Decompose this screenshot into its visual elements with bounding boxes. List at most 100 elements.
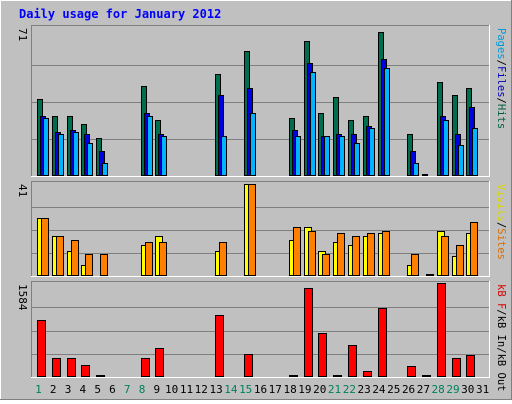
bar-requests-pages-day-9	[161, 136, 167, 176]
panel-visits-area	[31, 181, 490, 277]
panel-kbytes-series-label-part: /	[495, 309, 507, 315]
panel-requests-series-label: Pages/Files/Hits	[495, 28, 507, 129]
x-tick-label-day-2: 2	[50, 383, 57, 396]
bar-requests-pages-day-2	[58, 134, 64, 176]
x-tick-label-day-12: 12	[195, 383, 208, 396]
panel-requests-series-label-part: Files	[495, 66, 507, 98]
bar-requests-pages-day-21	[339, 136, 345, 176]
panel-visits-series-label-part: Visits	[495, 184, 507, 222]
bar-kbytes-kb-f-day-13	[215, 315, 224, 377]
x-axis-tick-labels: 1 2 3 4 5 6 7 8 9 10 11 12 13 14 15 16 17 18 19 20 21 22 23 24 2…	[35, 383, 489, 396]
x-tick-label-day-18: 18	[283, 383, 296, 396]
panel-kbytes-series-label-part: /	[495, 347, 507, 353]
x-tick-label-day-21: 21	[328, 383, 341, 396]
bar-kbytes-kb-f-day-24	[378, 308, 387, 377]
x-tick-label-day-7: 7	[124, 383, 131, 396]
panel-requests-max-label: 71	[16, 28, 29, 41]
bar-kbytes-kb-f-day-28	[437, 283, 446, 377]
x-tick-label-day-11: 11	[180, 383, 193, 396]
bar-requests-pages-day-19	[310, 72, 316, 176]
bar-kbytes-kb-f-day-21	[333, 375, 342, 377]
x-tick-label-day-24: 24	[372, 383, 386, 396]
bar-visits-sites-day-9	[159, 242, 167, 276]
bar-visits-sites-day-3	[71, 240, 79, 276]
x-tick-label-day-20: 20	[313, 383, 326, 396]
x-tick-label-day-6: 6	[109, 383, 116, 396]
bar-requests-pages-day-3	[73, 132, 79, 176]
panel-requests: 71 Pages/Files/Hits	[16, 25, 507, 177]
bar-visits-sites-day-30	[470, 222, 478, 276]
bar-visits-sites-day-1	[41, 218, 49, 276]
bar-kbytes-kb-f-day-5	[96, 375, 105, 377]
x-tick-label-day-13: 13	[209, 383, 222, 396]
panel-requests-series-label-part: Hits	[495, 104, 507, 129]
panel-visits: 41 Visits/Sites	[16, 181, 507, 277]
panel-kbytes-series-label-part: kB Out	[495, 354, 507, 392]
bar-kbytes-kb-f-day-29	[452, 358, 461, 377]
bar-visits-sites-day-19	[308, 231, 316, 276]
panel-kbytes-max-label: 1584	[16, 284, 29, 311]
bar-requests-pages-day-15	[250, 113, 256, 176]
bar-requests-pages-day-20	[324, 136, 330, 176]
bar-requests-pages-day-24	[384, 68, 390, 176]
panel-kbytes: 1584 kB F/kB In/kB Out	[16, 281, 507, 392]
bar-requests-pages-day-13	[221, 136, 227, 176]
x-tick-label-day-8: 8	[139, 383, 146, 396]
panel-kbytes-series-label-part: kB In	[495, 316, 507, 348]
x-tick-label-day-29: 29	[446, 383, 459, 396]
panel-requests-series-label-part: /	[495, 60, 507, 66]
bar-requests-pages-day-1	[43, 118, 49, 176]
bar-requests-pages-day-26	[413, 163, 419, 176]
bar-kbytes-kb-f-day-2	[52, 358, 61, 377]
bar-visits-sites-day-18	[293, 227, 301, 276]
bar-kbytes-kb-f-day-27	[422, 375, 431, 377]
x-tick-label-day-14: 14	[224, 383, 238, 396]
bar-visits-sites-day-21	[337, 233, 345, 276]
x-tick-label-day-3: 3	[65, 383, 72, 396]
x-tick-label-day-16: 16	[254, 383, 267, 396]
x-tick-label-day-25: 25	[387, 383, 400, 396]
bar-requests-pages-day-18	[295, 136, 301, 176]
bar-requests-pages-day-28	[443, 120, 449, 176]
panel-kbytes-area	[31, 281, 490, 378]
bar-visits-sites-day-26	[411, 254, 419, 276]
x-tick-label-day-9: 9	[154, 383, 161, 396]
x-tick-label-day-28: 28	[432, 383, 445, 396]
x-tick-label-day-30: 30	[461, 383, 474, 396]
bar-kbytes-kb-f-day-1	[37, 320, 46, 377]
bar-kbytes-kb-f-day-3	[67, 358, 76, 377]
chart-title: Daily usage for January 2012	[19, 7, 221, 21]
bar-requests-pages-day-8	[147, 116, 153, 176]
bar-visits-sites-day-24	[382, 231, 390, 276]
x-tick-label-day-26: 26	[402, 383, 415, 396]
panel-requests-series-label-part: Pages	[495, 28, 507, 60]
bar-requests-pages-day-23	[369, 128, 375, 176]
panel-visits-series-label: Visits/Sites	[495, 184, 507, 260]
x-tick-label-day-27: 27	[417, 383, 430, 396]
panel-requests-series-label-part: /	[495, 98, 507, 104]
bar-kbytes-kb-f-day-23	[363, 371, 372, 377]
x-tick-label-day-22: 22	[343, 383, 356, 396]
x-tick-label-day-10: 10	[165, 383, 178, 396]
bar-visits-sites-day-28	[441, 236, 449, 276]
panel-visits-series-label-part: Sites	[495, 228, 507, 260]
bar-visits-sites-day-4	[85, 254, 93, 276]
bar-visits-sites-day-29	[456, 245, 464, 276]
bar-kbytes-kb-f-day-26	[407, 366, 416, 377]
x-tick-label-day-1: 1	[35, 383, 42, 396]
x-tick-label-day-17: 17	[269, 383, 282, 396]
x-tick-label-day-5: 5	[94, 383, 101, 396]
x-tick-label-day-23: 23	[358, 383, 371, 396]
bar-requests-pages-day-5	[102, 163, 108, 176]
bar-kbytes-kb-f-day-19	[304, 288, 313, 377]
bar-kbytes-kb-f-day-20	[318, 333, 327, 377]
x-tick-label-day-31: 31	[476, 383, 489, 396]
bar-kbytes-kb-f-day-22	[348, 345, 357, 377]
panel-visits-series-label-part: /	[495, 222, 507, 228]
panel-kbytes-series-label: kB F/kB In/kB Out	[495, 284, 507, 392]
bar-requests-pages-day-30	[472, 128, 478, 176]
bar-visits-sites-day-23	[367, 233, 375, 276]
